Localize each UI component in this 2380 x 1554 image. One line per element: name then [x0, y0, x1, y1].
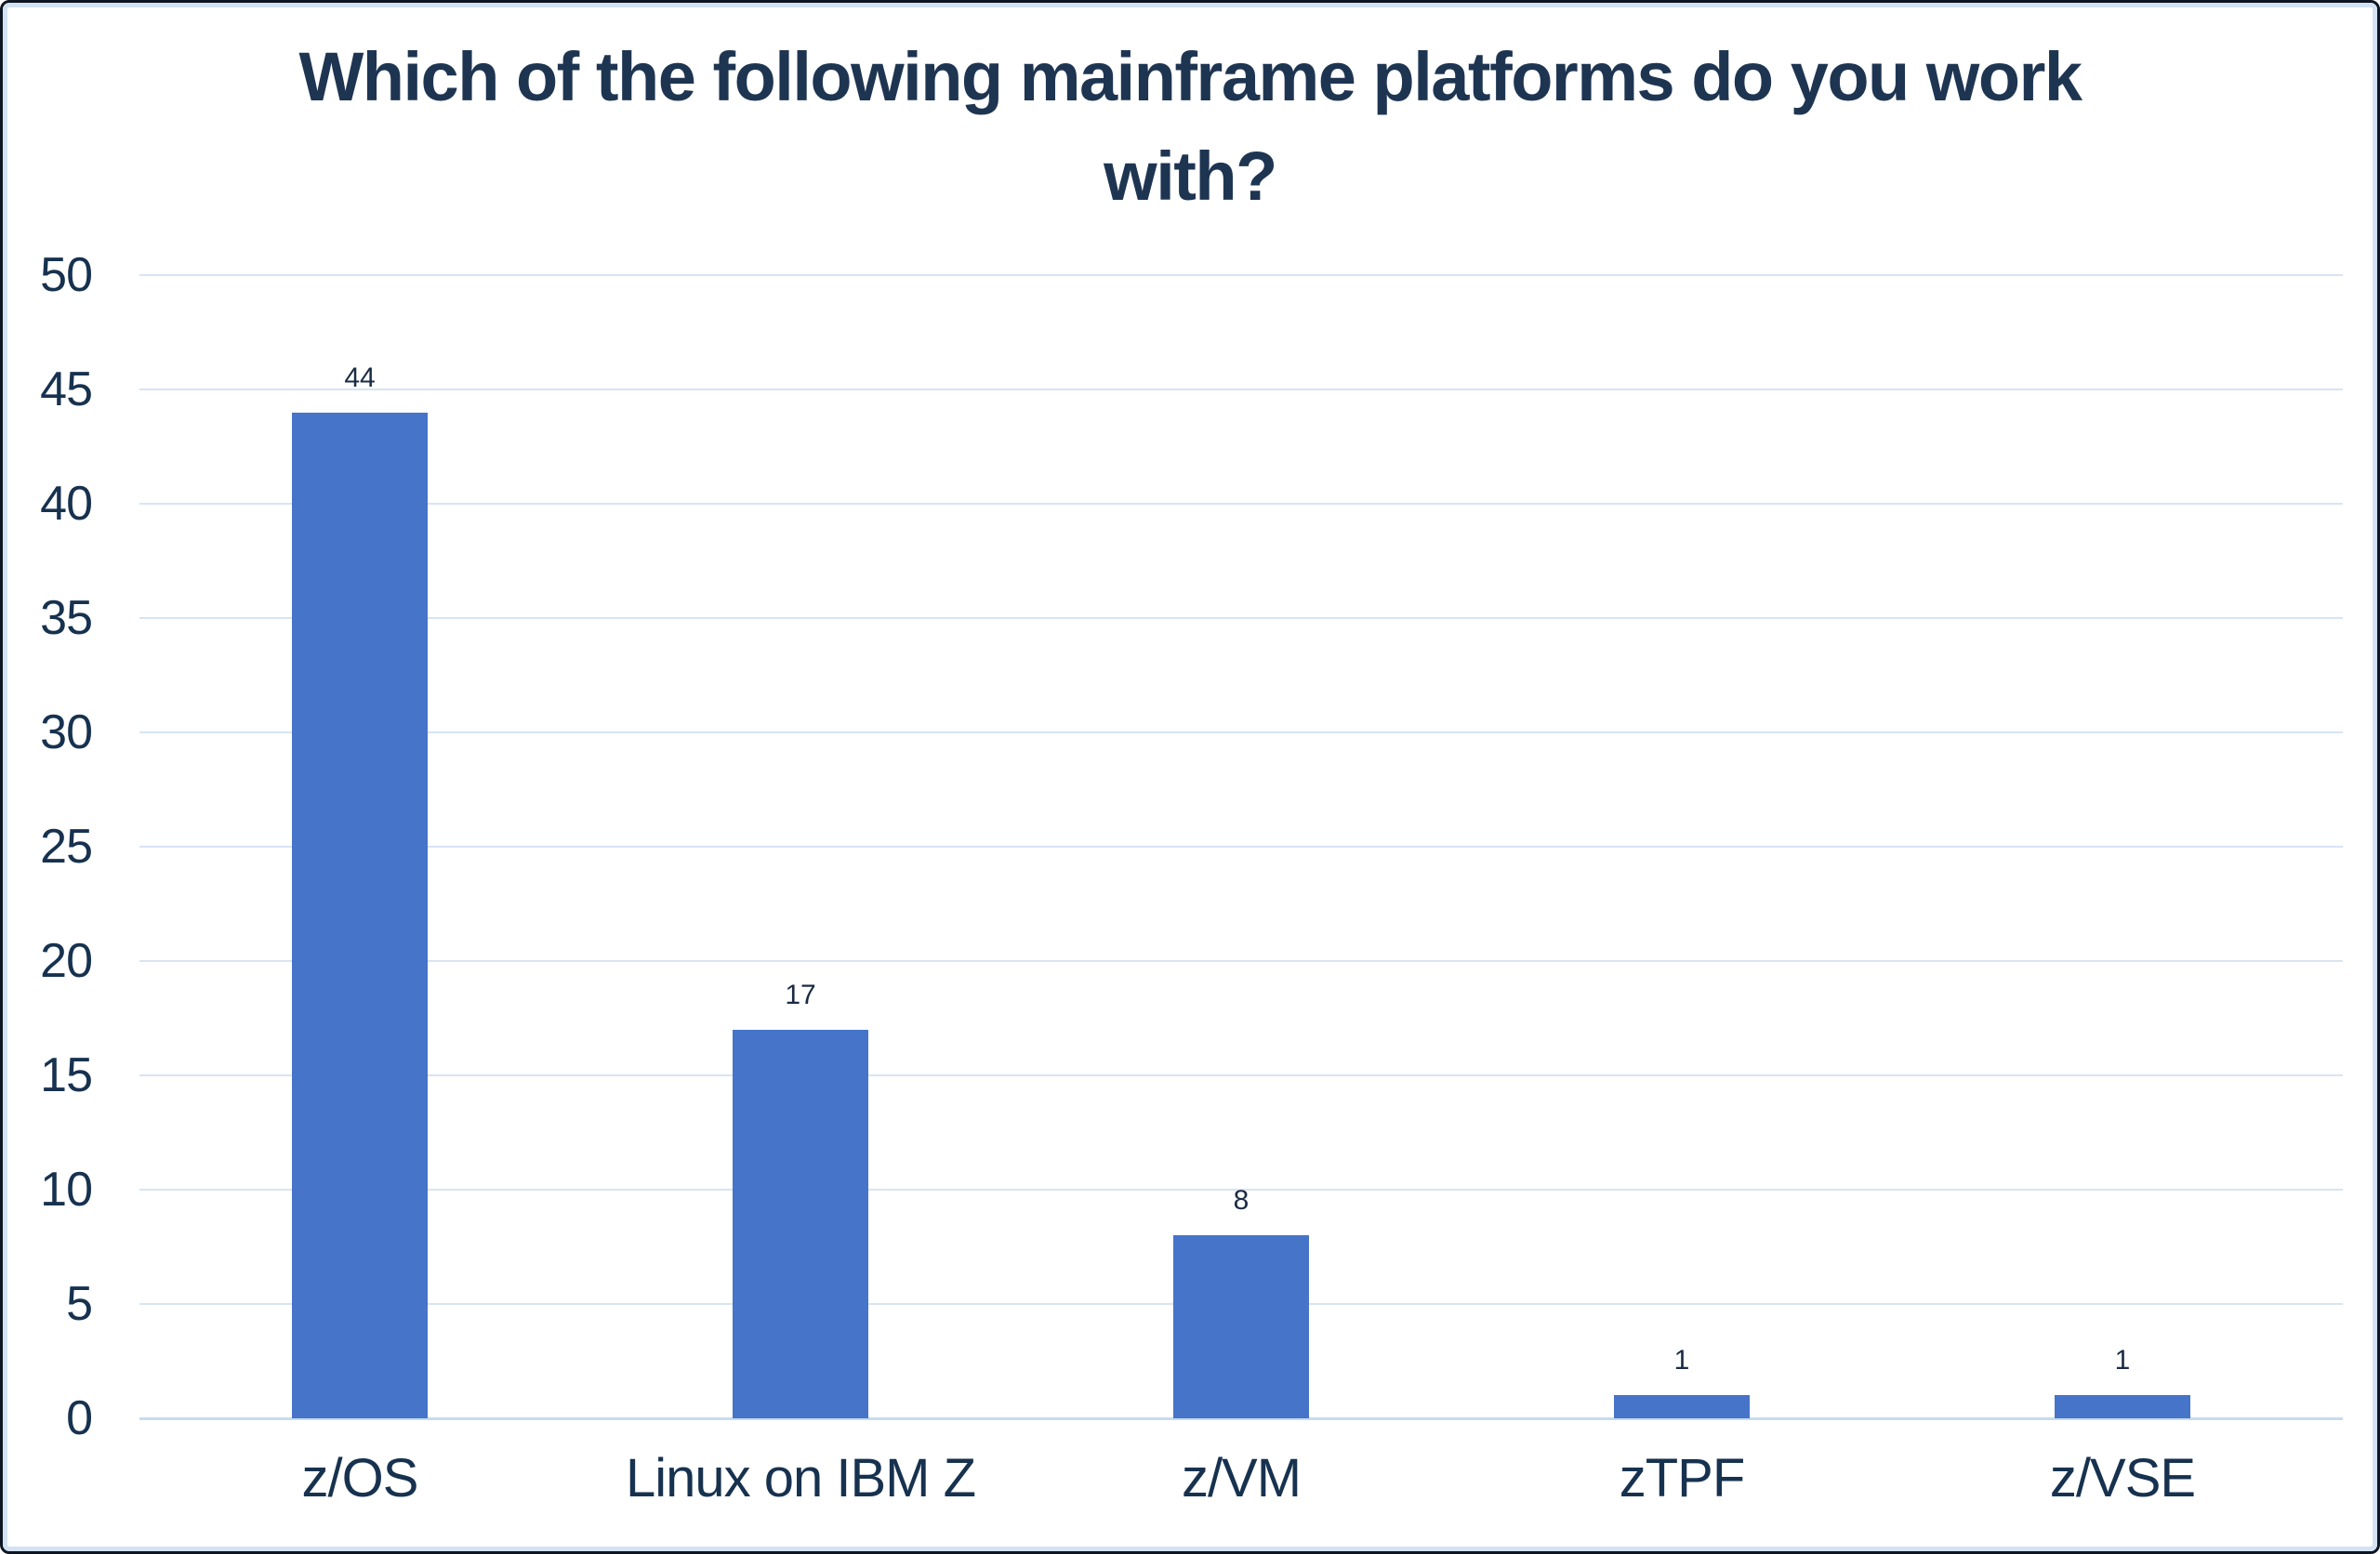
bar-z-vm — [1173, 1235, 1309, 1418]
gridline-20 — [139, 960, 2343, 962]
y-axis-tick-label-35: 35 — [40, 591, 93, 645]
bar-value-label-z-vse: 1 — [2114, 1345, 2131, 1376]
x-axis-category-label-z-os: z/OS — [301, 1448, 419, 1508]
plot-area: 0 5 10 15 20 25 30 35 40 45 50 44 z/OS 17 Linux on IBM… — [3, 3, 2377, 1551]
bar-value-label-z-os: 44 — [344, 362, 376, 393]
gridline-50 — [139, 274, 2343, 276]
bar-value-label-ztpf: 1 — [1673, 1345, 1690, 1376]
gridline-30 — [139, 731, 2343, 733]
bar-value-label-z-vm: 8 — [1233, 1185, 1250, 1217]
gridline-25 — [139, 846, 2343, 848]
chart-title-line-1: Which of the following mainframe platfor… — [298, 38, 2082, 115]
y-axis-tick-label-0: 0 — [66, 1391, 93, 1445]
y-axis-tick-label-25: 25 — [40, 820, 93, 874]
y-axis-tick-label-15: 15 — [40, 1048, 93, 1102]
y-axis-tick-label-10: 10 — [40, 1163, 93, 1217]
gridline-45 — [139, 388, 2343, 390]
x-axis-line — [139, 1416, 2343, 1420]
chart-title: Which of the following mainframe platfor… — [3, 27, 2377, 226]
bar-linux-on-ibm-z — [733, 1029, 868, 1418]
gridline-40 — [139, 503, 2343, 505]
gridline-10 — [139, 1189, 2343, 1191]
gridline-15 — [139, 1074, 2343, 1076]
y-axis-tick-label-5: 5 — [66, 1277, 93, 1331]
y-axis-tick-label-30: 30 — [40, 705, 93, 759]
bar-value-label-linux-on-ibm-z: 17 — [785, 979, 816, 1010]
y-axis-tick-label-40: 40 — [40, 477, 93, 531]
bar-ztpf — [1614, 1395, 1750, 1418]
bar-z-vse — [2055, 1395, 2190, 1418]
y-axis-tick-label-50: 50 — [40, 248, 93, 302]
bar-z-os — [292, 412, 428, 1418]
gridline-35 — [139, 617, 2343, 619]
x-axis-category-label-z-vse: z/VSE — [2049, 1448, 2196, 1508]
x-axis-category-label-z-vm: z/VM — [1181, 1448, 1302, 1508]
y-axis-tick-label-20: 20 — [40, 934, 93, 988]
chart-title-line-2: with? — [1104, 138, 1277, 215]
x-axis-category-label-ztpf: zTPF — [1619, 1448, 1746, 1508]
y-axis-tick-label-45: 45 — [40, 362, 93, 416]
x-axis-category-label-linux-on-ibm-z: Linux on IBM Z — [625, 1448, 976, 1508]
